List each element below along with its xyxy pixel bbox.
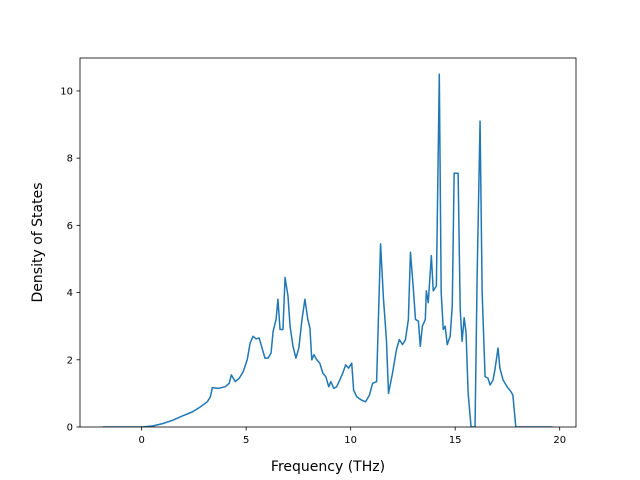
y-tick-label: 4 xyxy=(67,288,73,299)
y-tick-label: 8 xyxy=(67,154,73,165)
x-tick-label: 10 xyxy=(344,435,357,446)
x-tick-label: 20 xyxy=(553,435,566,446)
y-tick-label: 0 xyxy=(67,423,73,434)
data-line xyxy=(102,73,553,427)
x-tick-label: 5 xyxy=(243,435,249,446)
y-axis-label: Density of States xyxy=(30,183,46,303)
y-tick-label: 2 xyxy=(67,355,73,366)
x-tick-label: 0 xyxy=(138,435,144,446)
x-axis-label: Frequency (THz) xyxy=(271,459,385,475)
y-tick-label: 6 xyxy=(67,221,73,232)
y-tick-label: 10 xyxy=(60,86,73,97)
plot-frame xyxy=(79,57,577,428)
x-tick-label: 15 xyxy=(449,435,462,446)
